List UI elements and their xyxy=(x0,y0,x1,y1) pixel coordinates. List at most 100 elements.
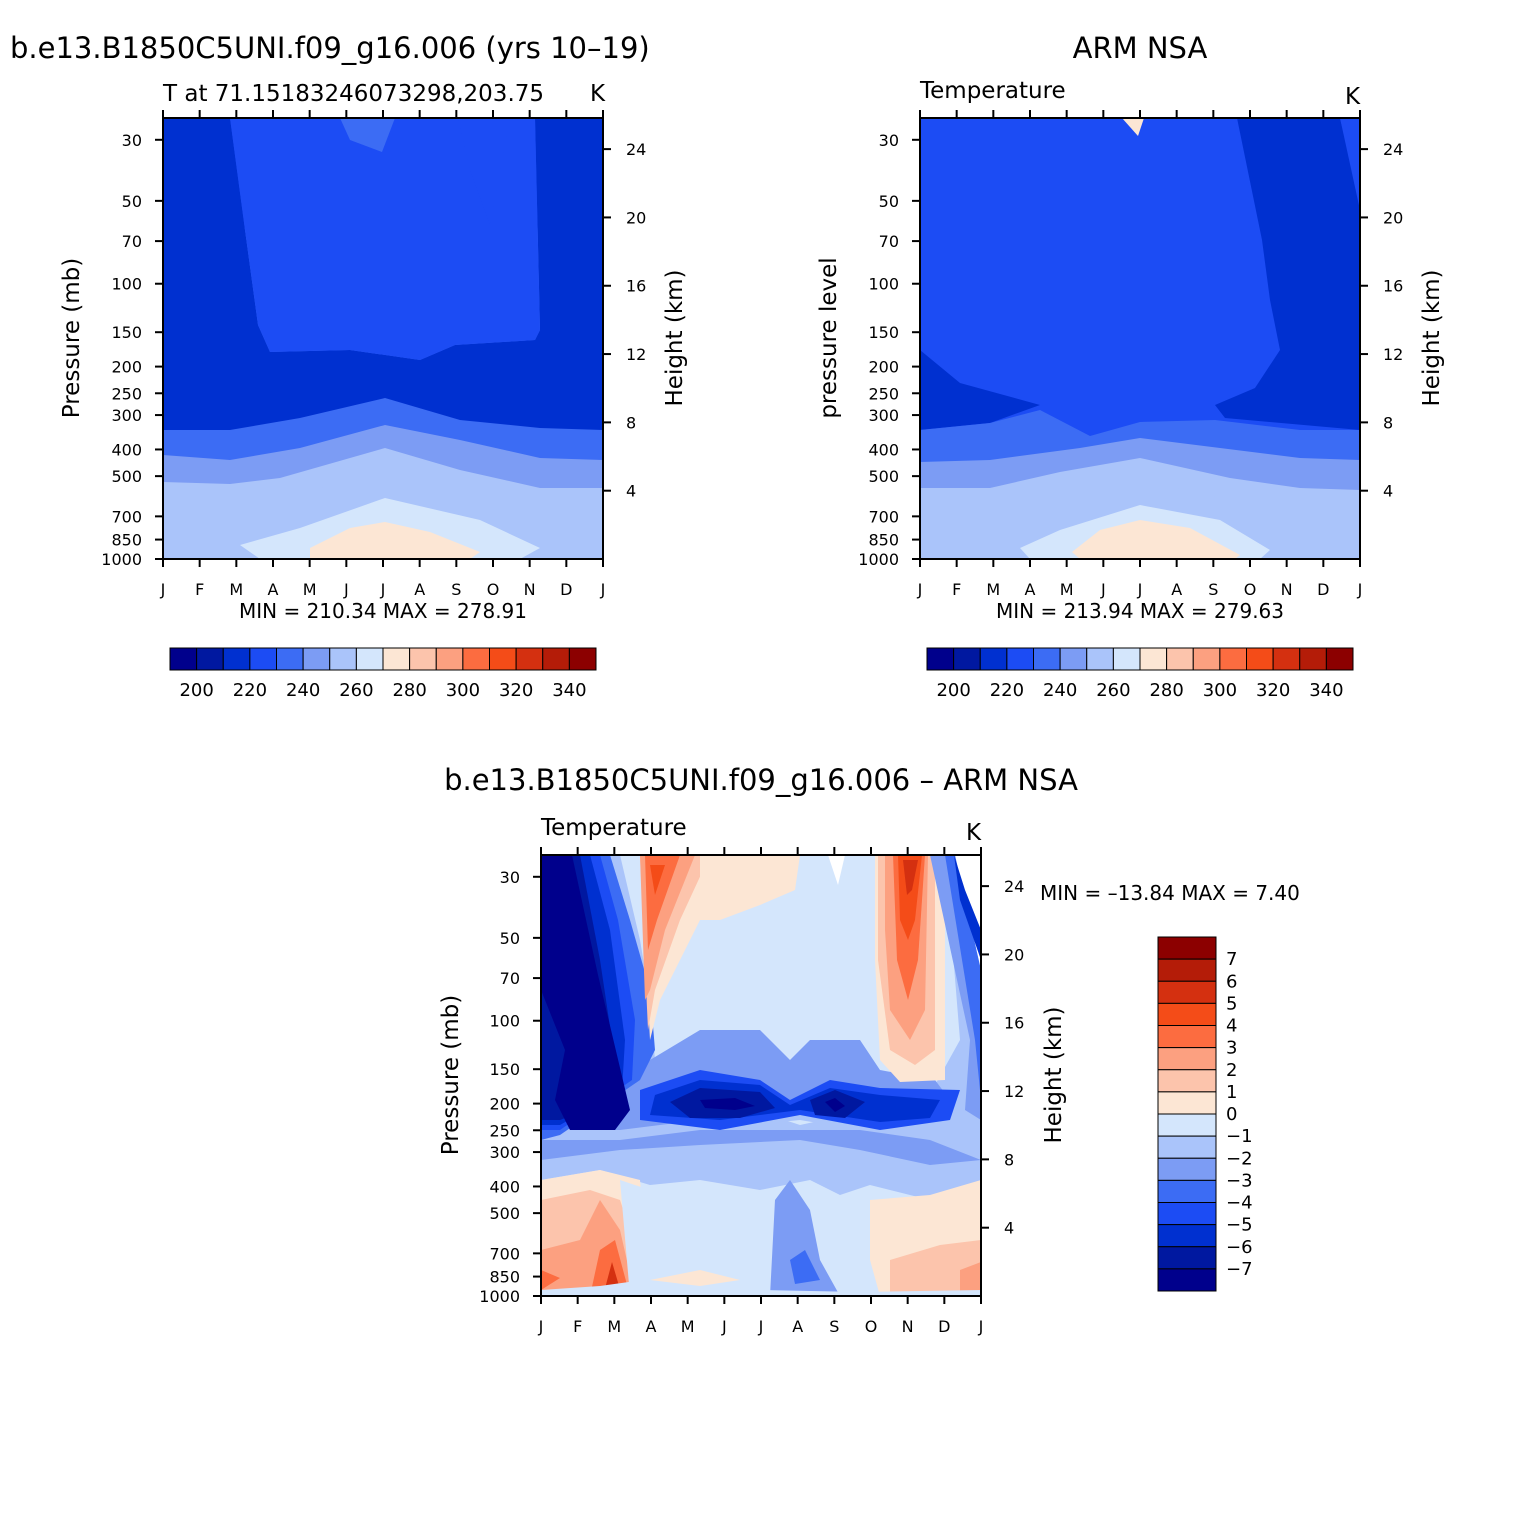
colorbar-label: 200 xyxy=(179,680,213,701)
colorbar-swatch xyxy=(355,647,384,671)
colorbar-swatch xyxy=(1157,1113,1217,1137)
colorbar-label: 280 xyxy=(1149,680,1183,701)
colorbar-swatch xyxy=(1157,1002,1217,1026)
panel-title: ARM NSA xyxy=(1073,31,1208,65)
month-tick-label: S xyxy=(1208,580,1218,599)
height-tick-label: 4 xyxy=(1004,1219,1014,1238)
colorbar-label: 7 xyxy=(1226,949,1237,970)
month-tick-label: J xyxy=(600,580,606,599)
colorbar-label: −3 xyxy=(1226,1170,1253,1191)
colorbar-label: 4 xyxy=(1226,1016,1237,1037)
colorbar-swatch xyxy=(1139,647,1168,671)
min-max-stats: MIN = –13.84 MAX = 7.40 xyxy=(1040,881,1300,905)
month-tick-label: S xyxy=(451,580,461,599)
colorbar-swatch xyxy=(515,647,544,671)
colorbar-swatch xyxy=(1157,1202,1217,1226)
pressure-tick-label: 500 xyxy=(868,467,899,486)
min-max-stats: MIN = 213.94 MAX = 279.63 xyxy=(996,599,1284,623)
units-label: K xyxy=(966,820,982,846)
colorbar-swatch xyxy=(1157,1025,1217,1049)
colorbar-label: −4 xyxy=(1226,1193,1253,1214)
height-tick-label: 20 xyxy=(1004,945,1024,964)
colorbar-swatch xyxy=(1157,1157,1217,1181)
colorbar-label: 5 xyxy=(1226,993,1237,1014)
panel-title: b.e13.B1850C5UNI.f09_g16.006 (yrs 10–19) xyxy=(10,31,650,65)
month-tick-label: A xyxy=(1171,580,1182,599)
pressure-tick-label: 150 xyxy=(489,1060,520,1079)
month-tick-label: M xyxy=(986,580,1000,599)
month-tick-label: J xyxy=(343,580,349,599)
pressure-tick-label: 200 xyxy=(868,358,899,377)
pressure-tick-label: 1000 xyxy=(479,1287,520,1306)
month-tick-label: F xyxy=(195,580,204,599)
top-ticks xyxy=(540,847,982,855)
colorbar-label: 2 xyxy=(1226,1060,1237,1081)
pressure-tick-label: 500 xyxy=(489,1204,520,1223)
pressure-tick-label: 1000 xyxy=(101,550,142,569)
contour-field xyxy=(920,118,1360,559)
pressure-tick-label: 70 xyxy=(879,232,899,251)
y-axis-label: Pressure (mb) xyxy=(438,995,464,1155)
pressure-tick-label: 400 xyxy=(489,1177,520,1196)
height-tick-label: 16 xyxy=(1004,1014,1024,1033)
height-tick-label: 12 xyxy=(626,345,646,364)
month-tick-label: A xyxy=(646,1317,657,1336)
colorbar: 200 220 240 260 280 300 320 340 xyxy=(926,647,1354,701)
top-ticks xyxy=(162,110,604,118)
month-tick-label: N xyxy=(524,580,536,599)
colorbar-swatch xyxy=(1219,647,1247,671)
month-tick-label: J xyxy=(917,580,923,599)
colorbar-label: 1 xyxy=(1226,1082,1237,1103)
pressure-tick-label: 100 xyxy=(489,1012,520,1031)
height-tick-label: 20 xyxy=(1383,208,1403,227)
month-tick-label: M xyxy=(607,1317,621,1336)
colorbar-swatch xyxy=(979,647,1008,671)
pressure-tick-label: 700 xyxy=(868,507,899,526)
colorbar-swatch xyxy=(1272,647,1301,671)
pressure-tick-label: 300 xyxy=(868,406,899,425)
panel-subtitle: Temperature xyxy=(919,78,1066,104)
colorbar-swatch xyxy=(1157,1246,1217,1270)
month-tick-label: M xyxy=(681,1317,695,1336)
colorbar-swatch xyxy=(1325,647,1354,671)
pressure-tick-label: 400 xyxy=(868,440,899,459)
month-tick-label: F xyxy=(952,580,961,599)
month-tick-label: J xyxy=(538,1317,544,1336)
month-tick-label: M xyxy=(1060,580,1074,599)
pressure-tick-label: 250 xyxy=(111,384,142,403)
pressure-tick-label: 150 xyxy=(868,323,899,342)
units-label: K xyxy=(590,81,606,107)
pressure-tick-label: 70 xyxy=(122,232,142,251)
height-tick-label: 12 xyxy=(1383,345,1403,364)
pressure-tick-label: 300 xyxy=(111,406,142,425)
colorbar-swatch xyxy=(462,647,490,671)
panel-subtitle: T at 71.15183246073298,203.75 xyxy=(162,81,544,107)
month-tick-label: D xyxy=(1317,580,1329,599)
colorbar-swatch xyxy=(1157,1091,1217,1115)
colorbar-label: −5 xyxy=(1226,1215,1253,1236)
colorbar-swatch xyxy=(953,647,981,671)
pressure-tick-label: 1000 xyxy=(858,550,899,569)
month-tick-label: J xyxy=(160,580,166,599)
panel-model: b.e13.B1850C5UNI.f09_g16.006 (yrs 10–19)… xyxy=(10,31,688,701)
colorbar-swatch xyxy=(1246,647,1274,671)
colorbar-swatch xyxy=(302,647,331,671)
panel-observation: ARM NSA Temperature K 30 50 70 100 150 200 250… xyxy=(816,31,1445,701)
pressure-tick-label: 200 xyxy=(489,1095,520,1114)
height-tick-label: 16 xyxy=(1383,277,1403,296)
colorbar-swatch xyxy=(276,647,304,671)
colorbar-swatch xyxy=(1299,647,1327,671)
month-tick-label: J xyxy=(978,1317,984,1336)
month-tick-label: A xyxy=(1025,580,1036,599)
y2-axis-label: Height (km) xyxy=(1419,269,1445,406)
colorbar-swatch xyxy=(196,647,224,671)
colorbar-label: −1 xyxy=(1226,1126,1253,1147)
colorbar-swatch xyxy=(1157,1069,1217,1093)
y-axis-height: 24 20 16 12 8 4 xyxy=(1360,140,1403,501)
pressure-tick-label: 850 xyxy=(868,531,899,550)
colorbar-swatch xyxy=(1157,1268,1217,1292)
